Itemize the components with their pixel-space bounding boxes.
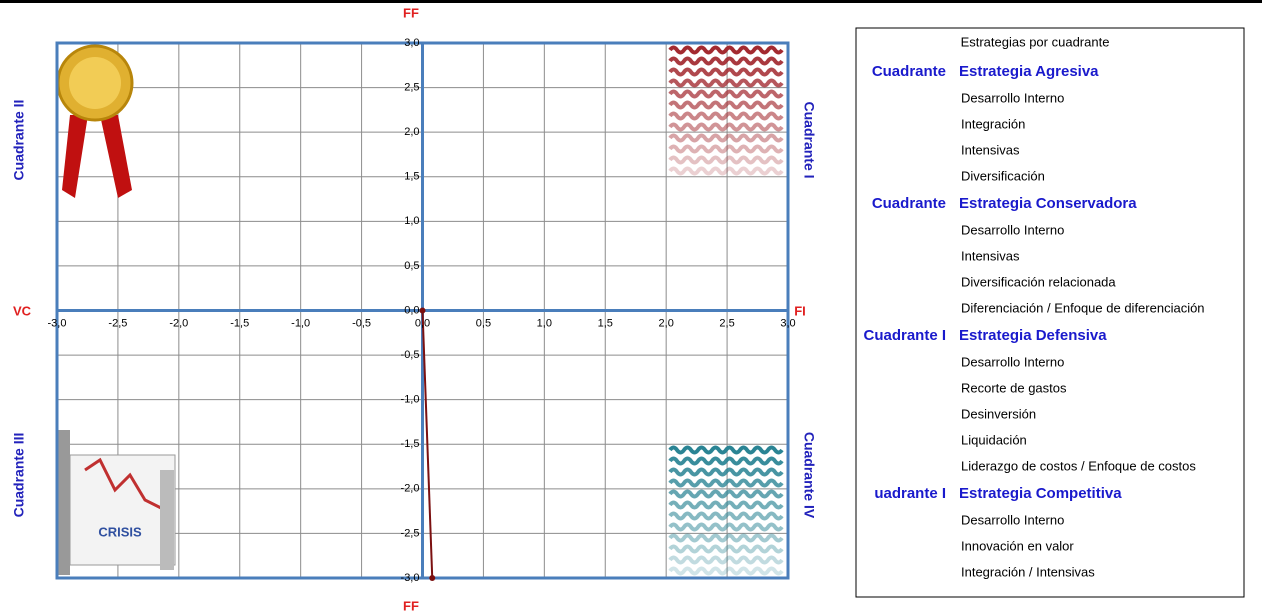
x-tick-label: 2,0	[659, 317, 674, 329]
y-tick-label: 0,5	[404, 260, 419, 272]
y-tick-label: 2,0	[404, 126, 419, 138]
image-text: CRISIS	[98, 524, 142, 539]
y-tick-label: -1,5	[401, 438, 420, 450]
strategy-item: Integración	[961, 116, 1025, 131]
y-tick-label: 3,0	[404, 37, 419, 49]
table-title: Estrategias por cuadrante	[961, 34, 1110, 49]
axis-label: FF	[403, 598, 419, 612]
strategy-item: Diversificación relacionada	[961, 274, 1116, 289]
strategy-item: Liquidación	[961, 432, 1027, 447]
x-tick-label: 1,5	[598, 317, 613, 329]
strategy-item: Liderazgo de costos / Enfoque de costos	[961, 458, 1196, 473]
strategy-item: Intensivas	[961, 248, 1020, 263]
strategy-table: Estrategias por cuadrante Cuadrante Estra…	[856, 28, 1244, 597]
y-tick-label: 2,5	[404, 81, 419, 93]
strategy-item: Integración / Intensivas	[961, 564, 1095, 579]
axis-label: FF	[403, 5, 419, 20]
x-tick-label: 2,5	[719, 317, 734, 329]
strategy-item: Diferenciación / Enfoque de diferenciaci…	[961, 300, 1205, 315]
x-tick-label: -1,5	[230, 317, 249, 329]
strategy-item: Desarrollo Interno	[961, 512, 1064, 527]
x-tick-label: -2,0	[169, 317, 188, 329]
y-tick-label: -1,0	[401, 394, 420, 406]
strategy-item: Desarrollo Interno	[961, 354, 1064, 369]
quadrant-label: Cuadrante IV	[801, 432, 817, 519]
x-tick-label: 3,0	[780, 317, 795, 329]
strategy-name: Estrategia Agresiva	[959, 63, 1099, 80]
crisis-image: CRISIS	[58, 430, 175, 575]
quadrant-name: Cuadrante	[872, 195, 946, 212]
top-bar	[0, 0, 1262, 3]
strategy-item: Diversificación	[961, 168, 1045, 183]
axis-label: VC	[13, 303, 32, 318]
plot: CRISIS	[57, 43, 788, 581]
strategy-item: Recorte de gastos	[961, 380, 1067, 395]
quadrant-label: Cuadrante III	[11, 433, 27, 518]
y-tick-label: 1,0	[404, 215, 419, 227]
x-tick-label: -2,5	[108, 317, 127, 329]
quadrant-label: Cuadrante I	[801, 101, 817, 178]
waves-image	[670, 48, 782, 174]
y-tick-label: -2,5	[401, 527, 420, 539]
strategy-item: Intensivas	[961, 142, 1020, 157]
x-tick-label: -3,0	[48, 317, 67, 329]
y-tick-label: -2,0	[401, 483, 420, 495]
waves-image	[670, 448, 782, 574]
quadrant-label: Cuadrante II	[11, 100, 27, 181]
quadrant-name: uadrante I	[874, 485, 946, 502]
quadrant-name: Cuadrante I	[863, 327, 946, 344]
strategy-name: Estrategia Defensiva	[959, 327, 1107, 344]
quadrant-name: Cuadrante	[872, 63, 946, 80]
data-point	[429, 575, 435, 581]
data-point	[420, 308, 426, 314]
medal-image	[58, 46, 132, 198]
x-tick-label: -1,0	[291, 317, 310, 329]
strategy-item: Innovación en valor	[961, 538, 1074, 553]
strategy-name: Estrategia Conservadora	[959, 195, 1137, 212]
page: CRISIS FF FF VC FI Cuadrante I Cuadrante…	[0, 0, 1262, 612]
strategy-item: Desinversión	[961, 406, 1036, 421]
x-tick-label: 1,0	[537, 317, 552, 329]
y-tick-label: 1,5	[404, 171, 419, 183]
x-tick-label: 0,5	[476, 317, 491, 329]
x-tick-label: 0,0	[415, 317, 430, 329]
strategy-item: Desarrollo Interno	[961, 222, 1064, 237]
y-tick-label: -3,0	[401, 572, 420, 584]
y-tick-label: 0,0	[404, 304, 419, 316]
axis-label: FI	[794, 303, 806, 318]
y-tick-label: -0,5	[401, 349, 420, 361]
strategy-name: Estrategia Competitiva	[959, 485, 1122, 502]
x-tick-label: -0,5	[352, 317, 371, 329]
strategy-item: Desarrollo Interno	[961, 90, 1064, 105]
